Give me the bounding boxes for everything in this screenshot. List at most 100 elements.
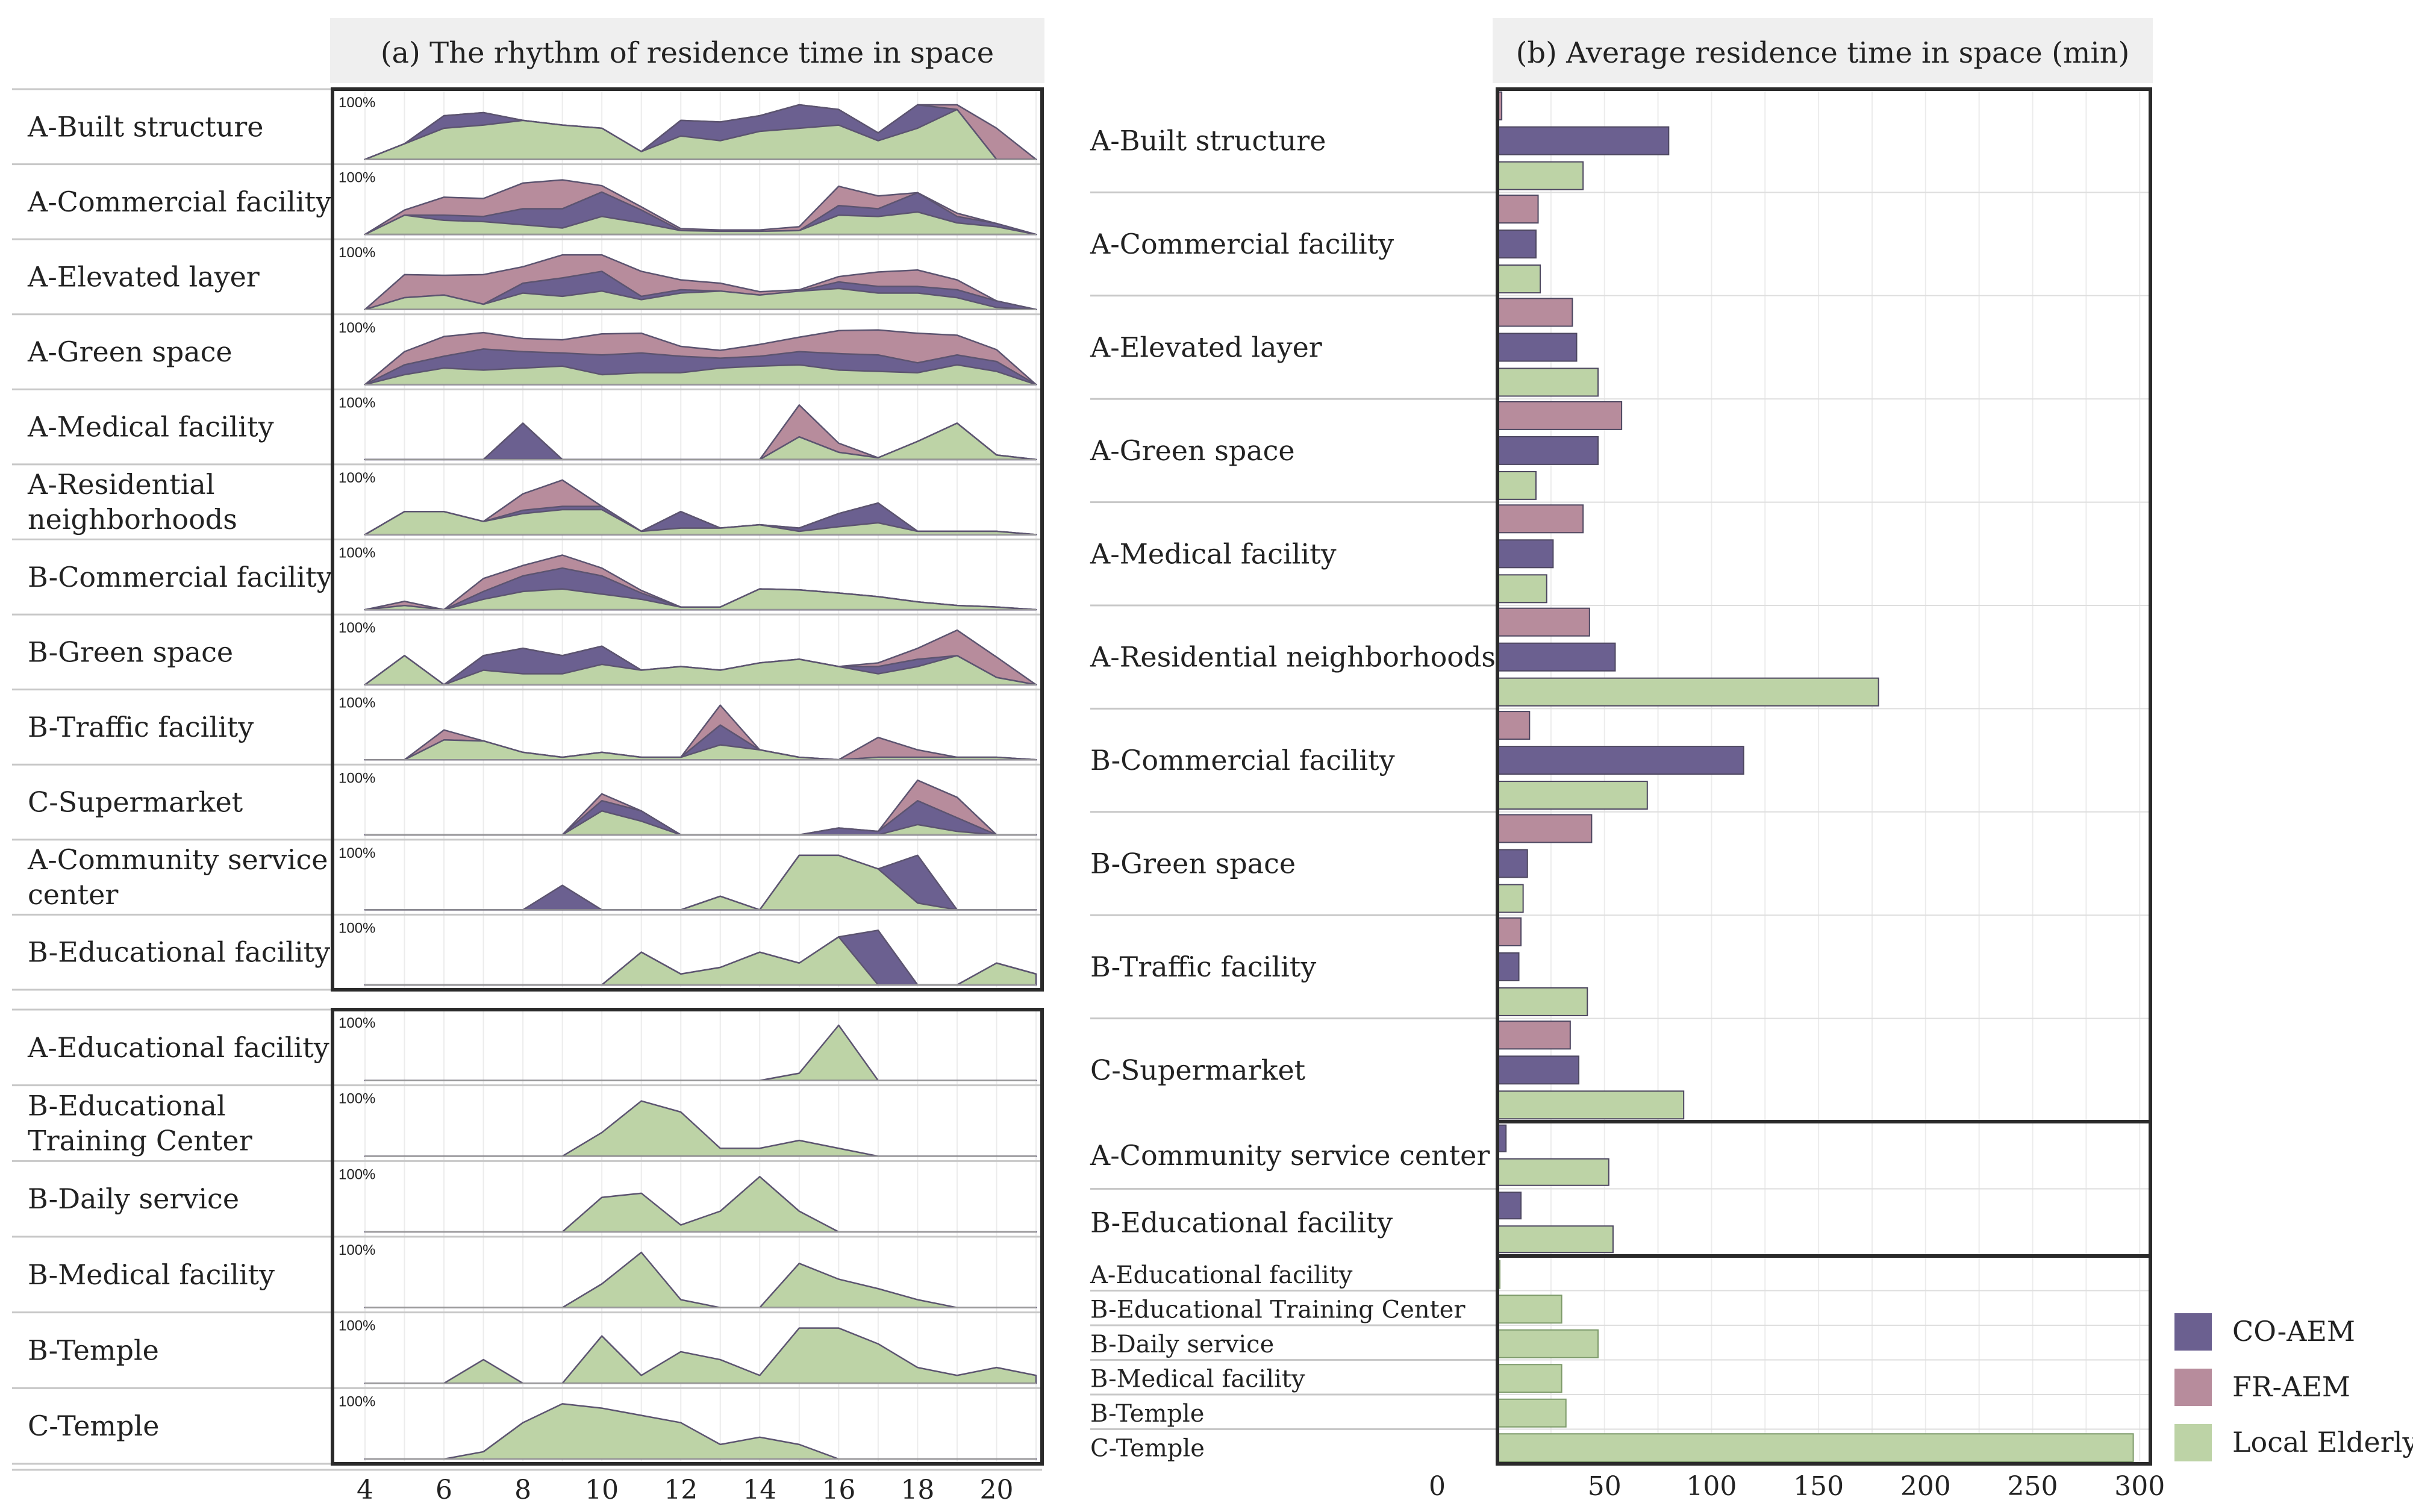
x-tick-label: 4 xyxy=(357,1475,373,1505)
max-percent-label: 100% xyxy=(339,1242,375,1258)
row-label: A-Community service xyxy=(27,843,328,876)
area-le xyxy=(364,1176,1037,1233)
area-le xyxy=(364,108,1037,160)
bar-le xyxy=(1497,1398,1567,1428)
bar-co xyxy=(1497,1055,1580,1085)
row-label: B-Traffic facility xyxy=(28,711,254,743)
area-co xyxy=(364,854,1037,911)
bar-le xyxy=(1497,1433,2134,1463)
row-label: Training Center xyxy=(28,1125,252,1157)
legend-swatch-le xyxy=(2174,1424,2212,1461)
max-percent-label: 100% xyxy=(339,395,375,411)
x-tick-label: 10 xyxy=(585,1475,619,1505)
area-le xyxy=(364,1327,1037,1384)
category-label: A-Educational facility xyxy=(1090,1261,1353,1289)
row-label: A-Educational facility xyxy=(27,1031,329,1064)
row-label: center xyxy=(28,878,118,911)
bar-co xyxy=(1497,230,1537,259)
x-tick-label: 0 xyxy=(1429,1471,1446,1502)
bar-le xyxy=(1497,1364,1562,1393)
bar-co xyxy=(1497,849,1528,878)
bar-fr xyxy=(1497,711,1531,740)
max-percent-label: 100% xyxy=(339,1015,375,1031)
row-label: B-Educational facility xyxy=(28,936,330,969)
bar-fr xyxy=(1497,504,1584,534)
category-label: B-Educational Training Center xyxy=(1090,1296,1466,1323)
area-le xyxy=(364,422,1037,461)
bar-co xyxy=(1497,1192,1522,1220)
max-percent-label: 100% xyxy=(339,1318,375,1334)
legend-swatch-fr xyxy=(2174,1369,2212,1406)
max-percent-label: 100% xyxy=(339,545,375,561)
max-percent-label: 100% xyxy=(339,920,375,936)
bar-fr xyxy=(1497,195,1539,224)
row-label: A-Elevated layer xyxy=(27,260,260,293)
max-percent-label: 100% xyxy=(339,320,375,336)
x-tick-label: 16 xyxy=(822,1475,855,1505)
x-tick-label: 100 xyxy=(1686,1471,1737,1502)
row-label: A-Residential xyxy=(27,468,215,501)
bar-co xyxy=(1497,642,1616,672)
category-label: A-Community service center xyxy=(1090,1139,1490,1172)
max-percent-label: 100% xyxy=(339,1166,375,1182)
legend-label: FR-AEM xyxy=(2232,1370,2350,1403)
x-tick-label: 300 xyxy=(2114,1471,2165,1502)
row-label: B-Temple xyxy=(28,1334,159,1367)
bar-le xyxy=(1497,1225,1614,1254)
x-tick-label: 6 xyxy=(435,1475,452,1505)
panel-b-frame xyxy=(1496,1254,2152,1466)
category-label: B-Medical facility xyxy=(1090,1365,1305,1393)
row-label: A-Green space xyxy=(27,336,233,368)
category-label: B-Educational facility xyxy=(1090,1206,1393,1239)
bar-le xyxy=(1497,574,1547,604)
max-percent-label: 100% xyxy=(339,845,375,861)
rhythm-area-chart: A-Built structure 100% A-Commercial facili… xyxy=(12,87,1044,1505)
max-percent-label: 100% xyxy=(339,620,375,636)
bar-co xyxy=(1497,436,1599,465)
legend-swatch-co xyxy=(2174,1313,2212,1351)
x-tick-label: 8 xyxy=(514,1475,531,1505)
panel-b: (b) Average residence time in space (min… xyxy=(1090,18,2165,1502)
x-tick-label: 18 xyxy=(901,1475,934,1505)
category-label: A-Medical facility xyxy=(1090,537,1337,570)
max-percent-label: 100% xyxy=(339,1393,375,1410)
x-tick-label: 250 xyxy=(2008,1471,2058,1502)
area-le xyxy=(364,1251,1037,1308)
row-label: B-Green space xyxy=(28,636,233,668)
area-le xyxy=(364,1403,1037,1460)
area-le xyxy=(364,508,1037,536)
bar-le xyxy=(1497,367,1599,397)
panel-a-title: (a) The rhythm of residence time in spac… xyxy=(381,36,994,70)
x-tick-label: 20 xyxy=(979,1475,1013,1505)
category-label: C-Supermarket xyxy=(1090,1054,1306,1086)
category-label: B-Daily service xyxy=(1090,1331,1274,1358)
max-percent-label: 100% xyxy=(339,1091,375,1107)
row-label: neighborhoods xyxy=(28,503,237,536)
legend-label: CO-AEM xyxy=(2232,1315,2355,1348)
x-tick-label: 14 xyxy=(743,1475,776,1505)
area-le xyxy=(364,655,1037,686)
row-label: B-Medical facility xyxy=(28,1258,275,1291)
category-label: B-Traffic facility xyxy=(1090,951,1316,983)
bar-co xyxy=(1497,126,1670,155)
category-label: A-Elevated layer xyxy=(1090,331,1322,364)
bar-fr xyxy=(1497,1020,1571,1050)
row-label: B-Educational xyxy=(28,1090,226,1122)
category-label: A-Commercial facility xyxy=(1090,228,1394,260)
x-tick-label: 200 xyxy=(1900,1471,1951,1502)
panel-a: (a) The rhythm of residence time in spac… xyxy=(12,18,1044,1505)
row-label: B-Commercial facility xyxy=(28,561,332,593)
bar-fr xyxy=(1497,401,1623,430)
x-tick-label: 150 xyxy=(1793,1471,1844,1502)
max-percent-label: 100% xyxy=(339,470,375,486)
x-tick-label: 12 xyxy=(664,1475,698,1505)
bar-fr xyxy=(1497,298,1573,327)
row-label: B-Daily service xyxy=(28,1182,239,1215)
bar-le xyxy=(1497,1158,1609,1186)
bar-le xyxy=(1497,264,1541,294)
row-label: A-Medical facility xyxy=(27,411,274,443)
category-label: C-Temple xyxy=(1090,1434,1205,1462)
bar-le xyxy=(1497,677,1879,707)
panel-b-header-bg xyxy=(1493,18,2153,83)
